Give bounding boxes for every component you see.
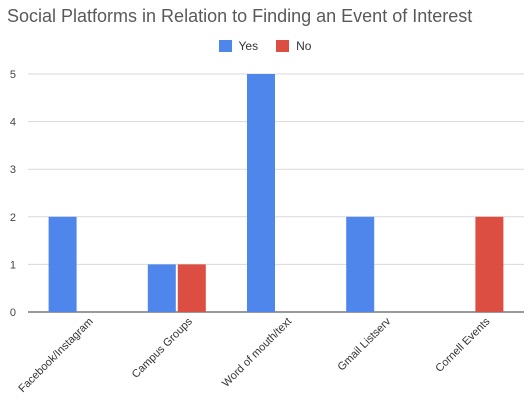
x-tick-label: Word of mouth/text: [220, 316, 294, 390]
legend-label-no: No: [296, 39, 312, 53]
chart-title: Social Platforms in Relation to Finding …: [7, 6, 473, 26]
y-tick-label: 2: [10, 212, 16, 224]
legend-item-no[interactable]: No: [276, 39, 311, 53]
bar-yes-0[interactable]: [48, 216, 77, 312]
y-tick-label: 4: [10, 117, 16, 129]
y-tick-label: 3: [10, 164, 16, 176]
legend: Yes No: [0, 39, 530, 53]
y-tick-label: 1: [10, 259, 16, 271]
bar-yes-2[interactable]: [247, 74, 275, 312]
y-tick-label: 5: [10, 69, 16, 81]
x-tick-label: Gmail Listserv: [336, 315, 394, 373]
legend-item-yes[interactable]: Yes: [218, 39, 259, 53]
bar-no-4[interactable]: [475, 216, 504, 312]
bar-yes-3[interactable]: [346, 216, 375, 312]
legend-swatch-yes: [218, 40, 232, 52]
bar-no-1[interactable]: [177, 264, 206, 312]
bar-yes-1[interactable]: [147, 264, 176, 312]
x-tick-label: Cornell Events: [433, 315, 492, 374]
legend-label-yes: Yes: [238, 39, 259, 53]
legend-swatch-no: [276, 40, 290, 52]
x-tick-label: Campus Groups: [130, 315, 195, 380]
y-tick-label: 0: [10, 307, 16, 319]
x-tick-label: Facebook/Instagram: [16, 316, 95, 395]
